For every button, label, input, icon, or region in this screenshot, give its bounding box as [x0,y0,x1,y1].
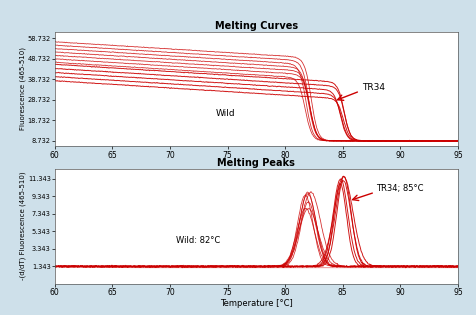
Title: Melting Curves: Melting Curves [214,21,298,31]
Y-axis label: Fluorescence (465-510): Fluorescence (465-510) [20,48,26,130]
Text: Wild: 82°C: Wild: 82°C [175,236,219,245]
Title: Melting Peaks: Melting Peaks [217,158,295,168]
Text: Wild: Wild [216,109,235,118]
Y-axis label: -(d/dT) Fluorescence (465-510): -(d/dT) Fluorescence (465-510) [20,172,26,280]
Text: TR34; 85°C: TR34; 85°C [376,184,423,193]
Text: TR34: TR34 [362,83,385,92]
X-axis label: Temperature [°C]: Temperature [°C] [219,300,292,308]
